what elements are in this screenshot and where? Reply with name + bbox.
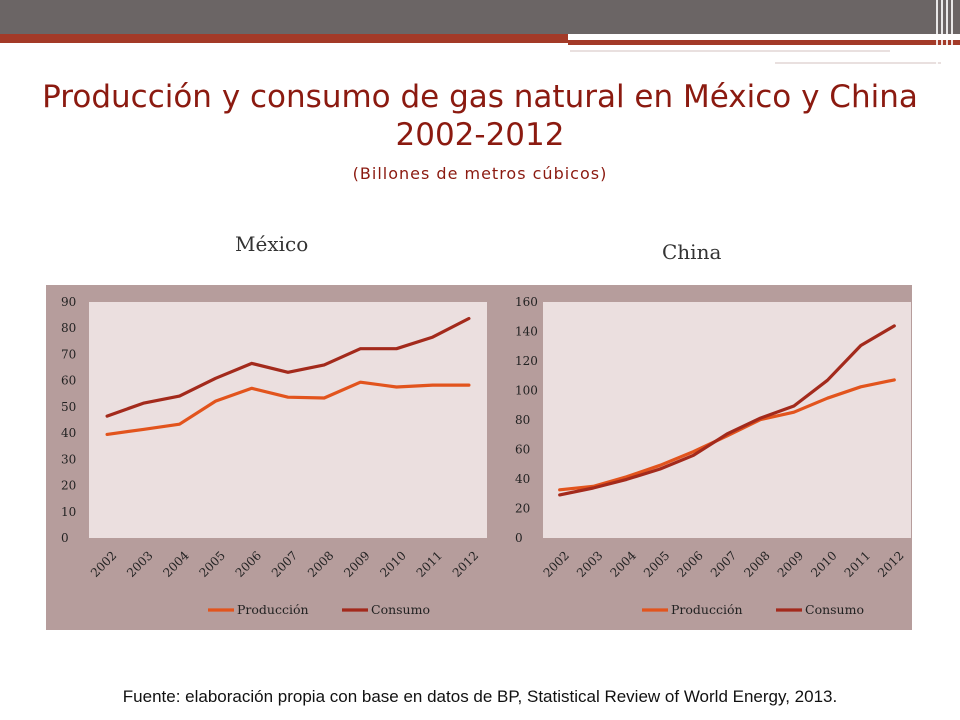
x-tick-label: 2009 [341, 548, 372, 579]
y-tick-label: 80 [515, 413, 530, 427]
slide-top-bar [0, 0, 960, 34]
x-tick-label: 2003 [124, 548, 155, 579]
y-tick-label: 40 [515, 472, 530, 486]
x-tick-label: 2004 [607, 548, 639, 580]
y-tick-label: 50 [61, 400, 76, 414]
y-tick-label: 30 [61, 452, 76, 466]
series-line-consumo [105, 316, 471, 418]
slide-accent-gap [568, 34, 960, 40]
x-tick-label: 2005 [641, 548, 672, 579]
series-line-produccin [105, 380, 471, 436]
plot-area [543, 302, 911, 538]
legend-label: Consumo [371, 602, 430, 617]
x-tick-label: 2008 [741, 548, 772, 579]
x-tick-label: 2006 [674, 548, 705, 579]
y-tick-label: 140 [515, 325, 538, 339]
x-tick-label: 2008 [305, 548, 336, 579]
series-line-consumo [558, 324, 896, 497]
y-tick-label: 0 [515, 531, 523, 545]
y-tick-label: 40 [61, 426, 76, 440]
x-tick-label: 2011 [842, 548, 873, 579]
x-tick-label: 2009 [775, 548, 806, 579]
y-tick-label: 60 [515, 443, 530, 457]
y-tick-label: 160 [515, 295, 538, 309]
y-tick-label: 20 [61, 479, 76, 493]
slide-deco-stripes [934, 0, 960, 64]
slide-accent-bar-right [568, 40, 960, 45]
x-tick-label: 2003 [574, 548, 605, 579]
x-tick-label: 2002 [541, 548, 572, 579]
chart-label-china: China [662, 240, 722, 264]
y-tick-label: 10 [61, 505, 76, 519]
y-tick-label: 20 [515, 502, 530, 516]
legend-label: Consumo [805, 602, 864, 617]
x-tick-label: 2012 [450, 548, 481, 579]
x-tick-label: 2007 [708, 548, 739, 579]
y-tick-label: 0 [61, 531, 69, 545]
slide-subtitle: (Billones de metros cúbicos) [352, 164, 608, 183]
x-tick-label: 2012 [875, 548, 906, 579]
slide-deco-line [570, 50, 890, 52]
source-footnote: Fuente: elaboración propia con base en d… [122, 687, 838, 706]
y-tick-label: 80 [61, 321, 76, 335]
slide-accent-bar [0, 34, 568, 43]
y-tick-label: 90 [61, 295, 76, 309]
x-tick-label: 2004 [160, 548, 192, 580]
x-tick-label: 2011 [414, 548, 445, 579]
x-tick-label: 2007 [269, 548, 300, 579]
y-tick-label: 100 [515, 384, 538, 398]
slide-title: Producción y consumo de gas natural en M… [0, 78, 960, 154]
y-tick-label: 60 [61, 374, 76, 388]
legend-label: Producción [237, 602, 309, 617]
series-line-produccin [558, 378, 896, 492]
x-tick-label: 2006 [233, 548, 264, 579]
x-tick-label: 2002 [88, 548, 119, 579]
slide-title-line1: Producción y consumo de gas natural en M… [42, 79, 918, 115]
y-tick-label: 70 [61, 347, 76, 361]
x-tick-label: 2010 [808, 548, 839, 579]
y-tick-label: 120 [515, 354, 538, 368]
x-tick-label: 2005 [196, 548, 227, 579]
x-tick-label: 2010 [377, 548, 408, 579]
chart-label-mexico: México [235, 232, 309, 256]
slide-title-line2: 2002-2012 [395, 117, 565, 153]
legend-label: Producción [671, 602, 743, 617]
slide-deco-line-short [775, 62, 941, 64]
